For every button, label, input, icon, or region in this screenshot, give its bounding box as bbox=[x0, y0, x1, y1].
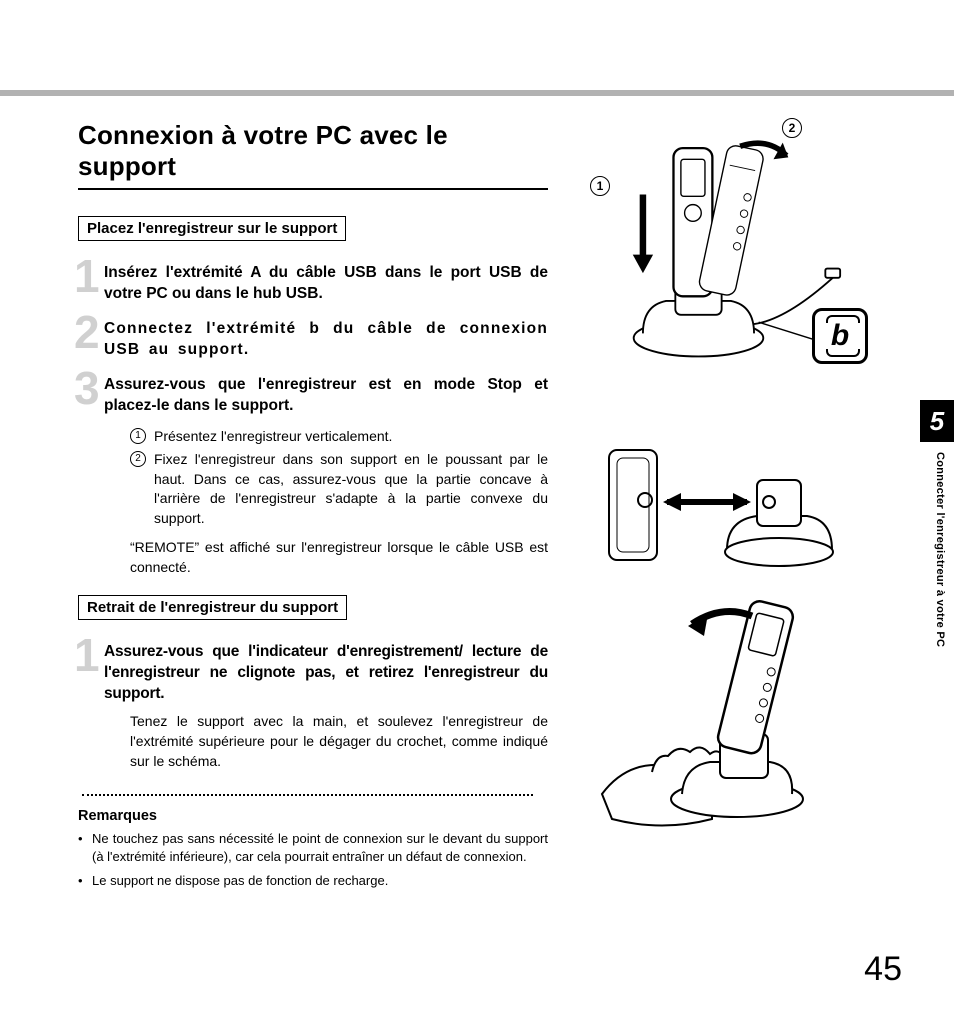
step-a3: 3 Assurez-vous que l'enregistreur est en… bbox=[78, 375, 548, 577]
illustration-align bbox=[592, 440, 842, 570]
right-column: 1 2 b bbox=[572, 120, 862, 896]
page-number: 45 bbox=[864, 950, 902, 989]
sub-step-text: Fixez l'enregistreur dans son support en… bbox=[154, 450, 548, 528]
circled-number-icon: 1 bbox=[130, 428, 146, 444]
sub-step: 2 Fixez l'enregistreur dans son support … bbox=[130, 450, 548, 528]
callout-1-icon: 1 bbox=[590, 176, 610, 196]
step-heading: Insérez l'extrémité A du câble USB dans … bbox=[104, 263, 548, 305]
left-column: Connexion à votre PC avec le support Pla… bbox=[78, 120, 548, 896]
sub-step: 1 Présentez l'enregistreur verticalement… bbox=[130, 427, 548, 447]
step-number: 1 bbox=[74, 632, 100, 678]
sub-step-list: 1 Présentez l'enregistreur verticalement… bbox=[130, 427, 548, 529]
connector-b-badge: b bbox=[812, 308, 868, 364]
step-heading: Assurez-vous que l'enregistreur est en m… bbox=[104, 375, 548, 417]
side-running-head: Connecter l'enregistreur à votre PC bbox=[934, 452, 946, 647]
illustration-remove bbox=[592, 594, 842, 834]
step-number: 2 bbox=[74, 309, 100, 355]
badge-letter: b bbox=[831, 319, 849, 353]
note-item: Le support ne dispose pas de fonction de… bbox=[78, 872, 548, 890]
page-title: Connexion à votre PC avec le support bbox=[78, 120, 548, 190]
step-a1: 1 Insérez l'extrémité A du câble USB dan… bbox=[78, 263, 548, 305]
sub-step-text: Présentez l'enregistreur verticalement. bbox=[154, 427, 392, 447]
step-b1: 1 Assurez-vous que l'indicateur d'enregi… bbox=[78, 642, 548, 772]
note-item: Ne touchez pas sans nécessité le point d… bbox=[78, 830, 548, 866]
notes-heading: Remarques bbox=[78, 808, 548, 824]
circled-number-icon: 2 bbox=[130, 451, 146, 467]
chapter-tab: 5 bbox=[920, 400, 954, 442]
step-tail: “REMOTE” est affiché sur l'enregistreur … bbox=[130, 537, 548, 578]
step-number: 1 bbox=[74, 253, 100, 299]
dotted-divider bbox=[82, 794, 533, 796]
section-b-label: Retrait de l'enregistreur du support bbox=[78, 595, 347, 620]
notes-list: Ne touchez pas sans nécessité le point d… bbox=[78, 830, 548, 891]
chapter-number: 5 bbox=[930, 406, 944, 437]
step-tail: Tenez le support avec la main, et soulev… bbox=[130, 711, 548, 772]
step-heading: Assurez-vous que l'indicateur d'enregist… bbox=[104, 642, 548, 705]
step-a2: 2 Connectez l'extrémité b du câble de co… bbox=[78, 319, 548, 361]
callout-2-icon: 2 bbox=[782, 118, 802, 138]
section-a-label: Placez l'enregistreur sur le support bbox=[78, 216, 346, 241]
step-number: 3 bbox=[74, 365, 100, 411]
step-heading: Connectez l'extrémité b du câble de conn… bbox=[104, 319, 548, 361]
header-rule bbox=[0, 90, 954, 96]
illustration-insert: 1 2 bbox=[592, 120, 842, 380]
